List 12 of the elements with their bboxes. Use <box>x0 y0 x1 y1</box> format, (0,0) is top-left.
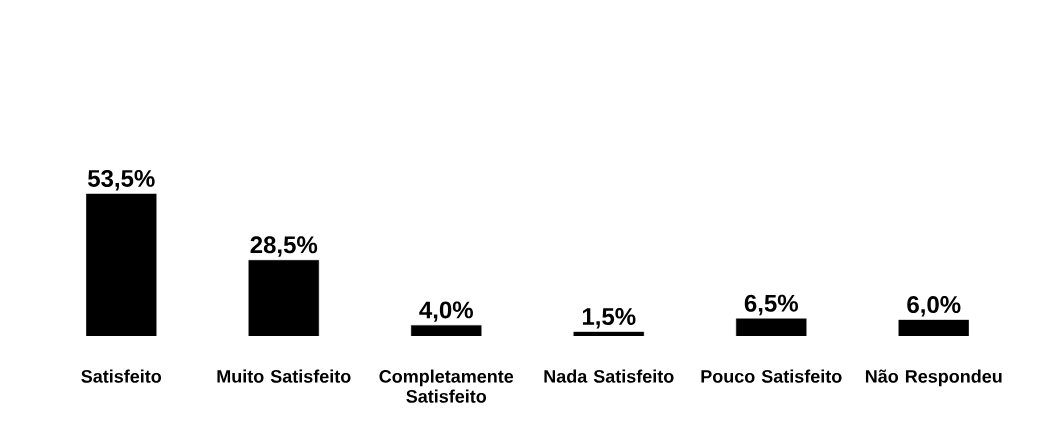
data-label: 6,0% <box>907 296 961 317</box>
x-tick-label: Pouco Satisfeito <box>701 369 842 383</box>
x-tick-label: Não Respondeu <box>865 369 1002 387</box>
x-tick-label: Satisfeito <box>81 369 162 383</box>
x-tick-label: Muito Satisfeito <box>217 369 351 383</box>
x-tick-label: Completamente Satisfeito <box>379 369 514 403</box>
data-label: 6,5% <box>744 294 798 316</box>
x-tick-label: Nada Satisfeito <box>544 369 674 383</box>
data-label: 53,5% <box>87 169 155 191</box>
data-label: 1,5% <box>582 308 636 329</box>
data-label: 28,5% <box>250 236 318 257</box>
data-label: 4,0% <box>419 301 473 322</box>
